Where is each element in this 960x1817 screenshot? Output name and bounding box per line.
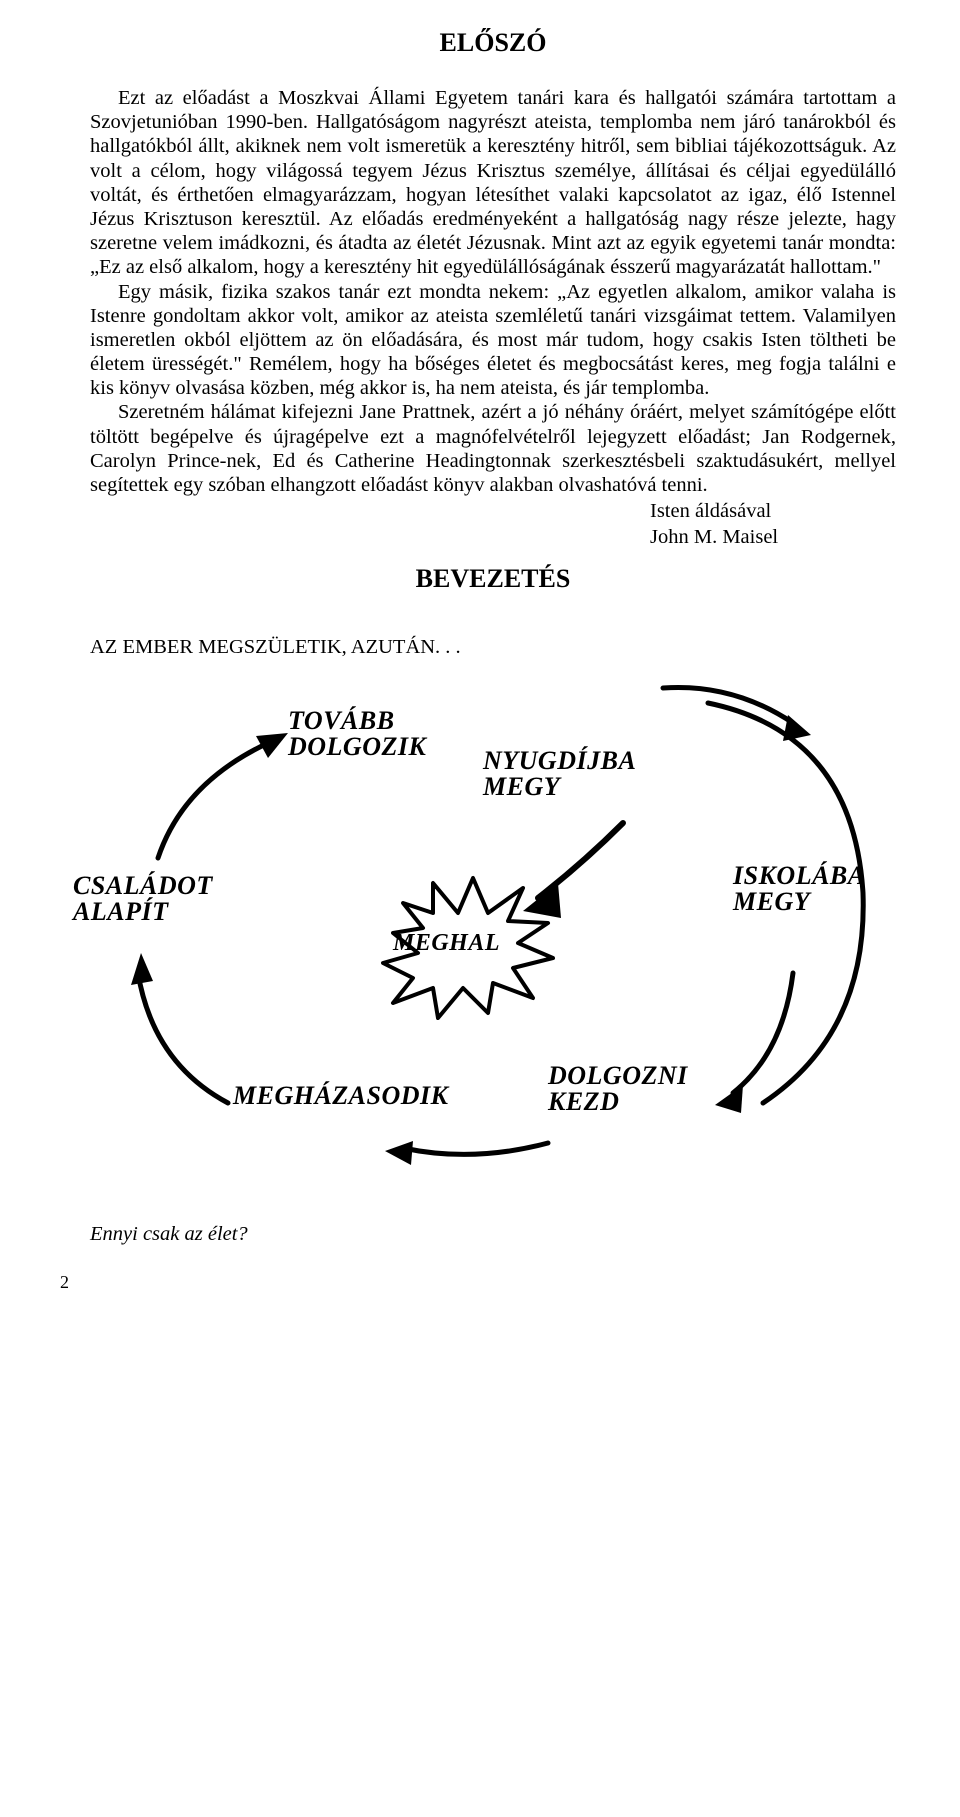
node-tovabb-dolgozik: TOVÁBBDOLGOZIK: [288, 708, 426, 760]
life-cycle-diagram: TOVÁBBDOLGOZIK NYUGDÍJBAMEGY ISKOLÁBAMEG…: [93, 673, 893, 1193]
subheading: AZ EMBER MEGSZÜLETIK, AZUTÁN. . .: [90, 636, 896, 659]
paragraph-1: Ezt az előadást a Moszkvai Állami Egyete…: [90, 86, 896, 280]
signature-line-1: Isten áldásával: [650, 499, 896, 523]
node-nyugdijba-megy: NYUGDÍJBAMEGY: [483, 748, 636, 800]
paragraph-2: Egy másik, fizika szakos tanár ezt mondt…: [90, 280, 896, 401]
page-number: 2: [60, 1272, 896, 1293]
title-bevezetes: BEVEZETÉS: [90, 564, 896, 594]
node-dolgozni-kezd: DOLGOZNIKEZD: [548, 1063, 688, 1115]
node-csaladot-alapit: CSALÁDOTALAPÍT: [73, 873, 213, 925]
node-iskolaba-megy: ISKOLÁBAMEGY: [733, 863, 866, 915]
footer-question: Ennyi csak az élet?: [90, 1223, 896, 1246]
signature-line-2: John M. Maisel: [650, 525, 896, 549]
paragraph-3: Szeretném hálámat kifejezni Jane Prattne…: [90, 400, 896, 497]
title-eloszo: ELŐSZÓ: [90, 28, 896, 58]
node-meghal: MEGHAL: [393, 931, 500, 955]
node-meghazasodik: MEGHÁZASODIK: [233, 1083, 449, 1109]
